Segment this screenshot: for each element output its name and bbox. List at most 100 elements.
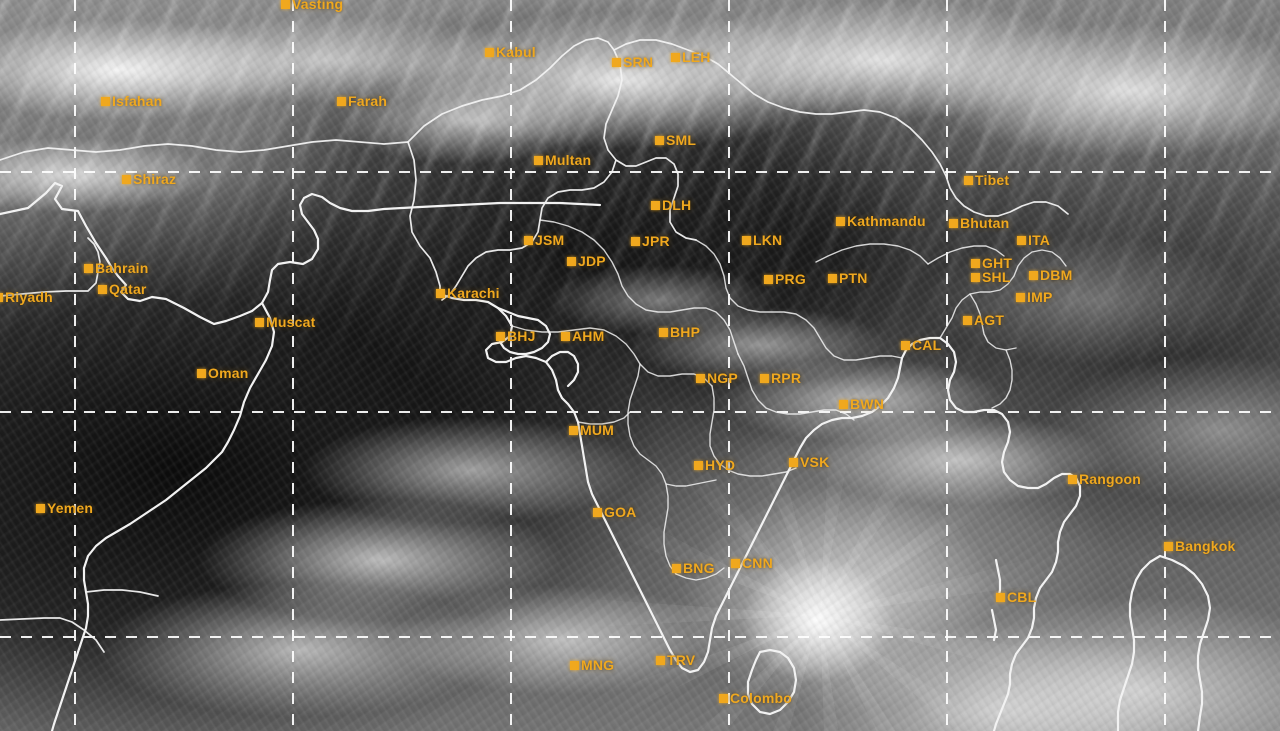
station-marker[interactable]: Karachi <box>436 285 500 301</box>
station-marker[interactable]: Qatar <box>98 281 147 297</box>
station-dot-icon <box>337 96 346 106</box>
station-marker[interactable]: GHT <box>971 255 1012 271</box>
station-marker[interactable]: RPR <box>760 370 801 386</box>
station-label: CAL <box>912 337 942 353</box>
station-label: JSM <box>535 232 565 248</box>
station-dot-icon <box>971 272 980 282</box>
station-marker[interactable]: JDP <box>567 253 606 269</box>
station-marker[interactable]: SML <box>655 132 696 148</box>
station-label: AHM <box>572 328 605 344</box>
station-marker[interactable]: PTN <box>828 270 868 286</box>
station-dot-icon <box>496 331 505 341</box>
station-label: TRV <box>667 652 696 668</box>
station-label: BWN <box>850 396 885 412</box>
station-marker[interactable]: HYD <box>694 457 735 473</box>
station-marker[interactable]: NGP <box>696 370 738 386</box>
station-marker[interactable]: IMP <box>1016 289 1053 305</box>
station-marker[interactable]: Bhutan <box>949 215 1009 231</box>
station-label: SRN <box>623 54 654 70</box>
station-marker[interactable]: Riyadh <box>0 289 53 305</box>
station-dot-icon <box>671 52 680 62</box>
station-label: Riyadh <box>5 289 53 305</box>
station-dot-icon <box>101 96 110 106</box>
station-label: Muscat <box>266 314 316 330</box>
station-label: BHP <box>670 324 701 340</box>
station-marker[interactable]: SHL <box>971 269 1011 285</box>
station-marker[interactable]: AHM <box>561 328 604 344</box>
station-marker[interactable]: Kabul <box>485 44 536 60</box>
station-marker[interactable]: Isfahan <box>101 93 162 109</box>
station-label: JPR <box>642 233 670 249</box>
station-marker[interactable]: BHP <box>659 324 700 340</box>
station-marker[interactable]: Colombo <box>719 690 792 706</box>
station-marker[interactable]: Oman <box>197 365 248 381</box>
station-marker[interactable]: ITA <box>1017 232 1050 248</box>
station-marker[interactable]: BHJ <box>496 328 536 344</box>
station-dot-icon <box>1016 292 1025 302</box>
station-marker[interactable]: DLH <box>651 197 691 213</box>
station-label: Karachi <box>447 285 500 301</box>
station-marker[interactable]: CAL <box>901 337 941 353</box>
station-marker[interactable]: Tibet <box>964 172 1009 188</box>
station-dot-icon <box>963 315 972 325</box>
station-dot-icon <box>1068 474 1077 484</box>
station-marker[interactable]: VSK <box>789 454 829 470</box>
borders-indian-states <box>511 219 1067 581</box>
station-label: Bahrain <box>95 260 149 276</box>
station-label: IMP <box>1027 289 1053 305</box>
station-marker[interactable]: Yemen <box>36 500 93 516</box>
station-marker[interactable]: AGT <box>963 312 1004 328</box>
station-dot-icon <box>524 235 533 245</box>
station-marker[interactable]: Kathmandu <box>836 213 926 229</box>
station-label: ITA <box>1028 232 1051 248</box>
station-dot-icon <box>651 200 660 210</box>
station-marker[interactable]: GOA <box>593 504 637 520</box>
station-dot-icon <box>122 174 131 184</box>
station-label: GOA <box>604 504 637 520</box>
station-marker[interactable]: CNN <box>731 555 773 571</box>
station-dot-icon <box>964 175 973 185</box>
station-dot-icon <box>719 693 728 703</box>
station-marker[interactable]: CBL <box>996 589 1036 605</box>
station-label: MUM <box>580 422 615 438</box>
station-label: BHJ <box>507 328 536 344</box>
station-marker[interactable]: Bangkok <box>1164 538 1236 554</box>
station-label: PRG <box>775 271 806 287</box>
station-label: Kabul <box>496 44 536 60</box>
borders-iran-afghanistan-pakistan <box>0 37 1069 301</box>
station-marker[interactable]: Farah <box>337 93 387 109</box>
station-dot-icon <box>764 274 773 284</box>
station-dot-icon <box>694 460 703 470</box>
station-marker[interactable]: PRG <box>764 271 806 287</box>
station-dot-icon <box>36 503 45 513</box>
station-marker[interactable]: LKN <box>742 232 782 248</box>
station-label: Kathmandu <box>847 213 926 229</box>
station-label: Qatar <box>109 281 147 297</box>
station-label: Multan <box>545 152 592 168</box>
station-dot-icon <box>760 373 769 383</box>
station-marker[interactable]: Shiraz <box>122 171 176 187</box>
station-marker[interactable]: SRN <box>612 54 653 70</box>
station-label: SML <box>666 132 697 148</box>
station-marker[interactable]: Vasting <box>281 0 343 12</box>
station-marker[interactable]: MNG <box>570 657 614 673</box>
station-label: DBM <box>1040 267 1073 283</box>
station-marker[interactable]: TRV <box>656 652 695 668</box>
station-marker[interactable]: JPR <box>631 233 670 249</box>
station-label: HYD <box>705 457 736 473</box>
station-marker[interactable]: LEH <box>671 49 711 65</box>
station-dot-icon <box>281 0 290 9</box>
station-marker[interactable]: Rangoon <box>1068 471 1141 487</box>
station-marker[interactable]: JSM <box>524 232 564 248</box>
station-label: JDP <box>578 253 606 269</box>
station-label: PTN <box>839 270 868 286</box>
station-marker[interactable]: Multan <box>534 152 591 168</box>
station-marker[interactable]: Bahrain <box>84 260 149 276</box>
station-dot-icon <box>789 457 798 467</box>
station-marker[interactable]: Muscat <box>255 314 315 330</box>
station-marker[interactable]: DBM <box>1029 267 1072 283</box>
station-marker[interactable]: BNG <box>672 560 715 576</box>
station-marker[interactable]: BWN <box>839 396 884 412</box>
station-marker[interactable]: MUM <box>569 422 614 438</box>
